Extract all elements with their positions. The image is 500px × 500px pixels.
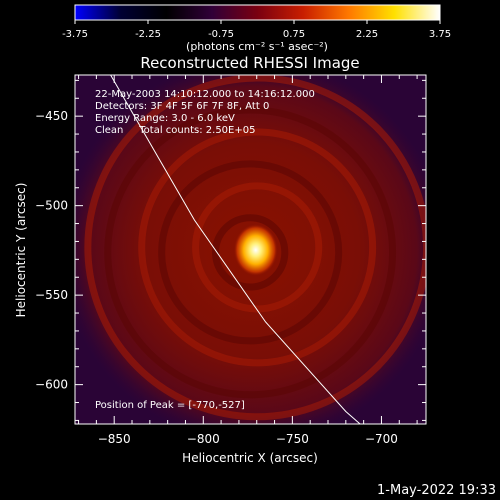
plot-area: −850 −800 −750 −700 −450 −500 −550 −600 22-May-… — [35, 74, 427, 446]
y-tick-label: −500 — [35, 199, 68, 213]
colorbar-tick-label: 3.75 — [429, 29, 451, 40]
colorbar-bar — [74, 4, 441, 21]
y-tick-label: −600 — [35, 378, 68, 392]
clean-ring — [138, 128, 377, 367]
colorbar-tick-label: 2.25 — [356, 29, 378, 40]
annotation-time-range: 22-May-2003 14:10:12.000 to 14:16:12.000 — [95, 89, 315, 100]
peak-position-label: Position of Peak = [-770,-527] — [95, 400, 245, 411]
annotation-block: 22-May-2003 14:10:12.000 to 14:16:12.000… — [95, 89, 315, 136]
annotation-detectors: Detectors: 3F 4F 5F 6F 7F 8F, Att 0 — [95, 101, 269, 112]
x-axis-label: Heliocentric X (arcsec) — [182, 451, 318, 465]
peak-emission-source — [233, 223, 278, 276]
colorbar-ticks: -3.75 -2.25 -0.75 0.75 2.25 3.75 — [62, 20, 451, 40]
chart-title: Reconstructed RHESSI Image — [140, 54, 359, 72]
y-axis-label: Heliocentric Y (arcsec) — [14, 183, 28, 318]
annotation-energy-range: Energy Range: 3.0 - 6.0 keV — [95, 113, 235, 124]
y-tick-label: −550 — [35, 288, 68, 302]
clean-ring — [192, 182, 323, 313]
colorbar-tick-label: 0.75 — [283, 29, 305, 40]
clean-ring — [158, 160, 343, 345]
annotation-clean-counts: Clean Total counts: 2.50E+05 — [95, 125, 255, 136]
colorbar-tick-label: -0.75 — [208, 29, 234, 40]
axis-ticks: −850 −800 −750 −700 −450 −500 −550 −600 — [35, 75, 426, 446]
colorbar-tick-label: -2.25 — [135, 29, 161, 40]
x-tick-label: −750 — [276, 432, 309, 446]
footer-date: 1-May-2022 19:33 — [377, 483, 496, 498]
plot-frame — [74, 74, 427, 425]
clean-ring — [212, 214, 289, 291]
clean-ring — [104, 106, 397, 399]
x-tick-label: −850 — [98, 432, 131, 446]
clean-ripple-rings — [84, 75, 426, 421]
heatmap-layer — [75, 75, 426, 424]
colorbar: -3.75 -2.25 -0.75 0.75 2.25 3.75 (photons cm⁻… — [62, 4, 451, 53]
colorbar-tick-label: -3.75 — [62, 29, 88, 40]
x-tick-label: −700 — [365, 432, 398, 446]
x-tick-label: −800 — [187, 432, 220, 446]
y-tick-label: −450 — [35, 109, 68, 123]
solar-limb-curve — [110, 75, 361, 424]
colorbar-units-label: (photons cm⁻² s⁻¹ asec⁻²) — [186, 40, 328, 53]
